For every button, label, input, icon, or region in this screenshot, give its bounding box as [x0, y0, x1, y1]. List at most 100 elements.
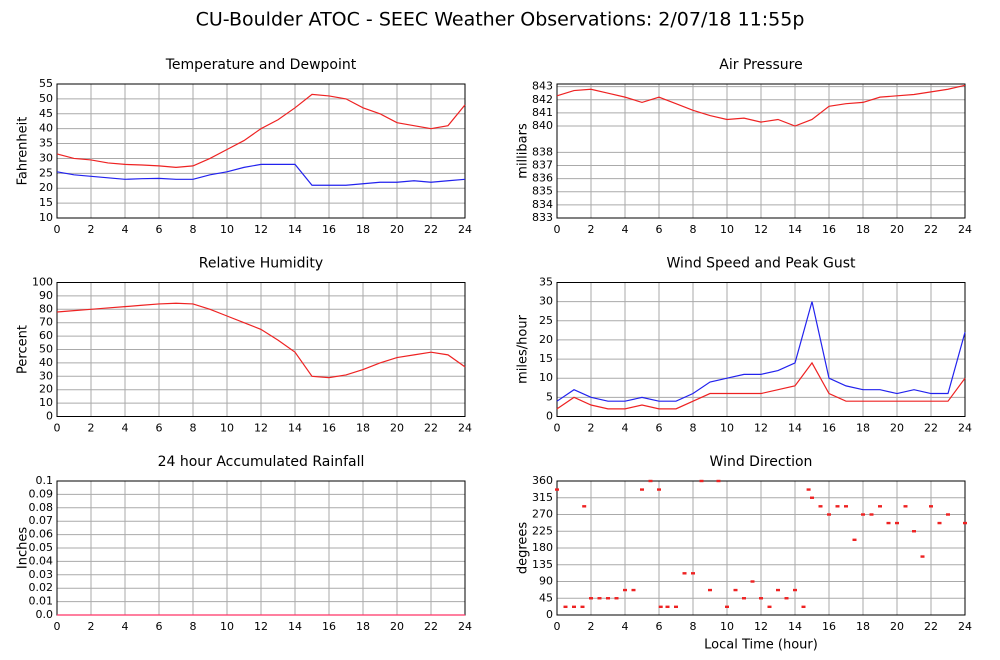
y-axis-label: Percent — [16, 325, 31, 374]
data-point — [623, 588, 627, 592]
data-point — [827, 513, 831, 516]
data-point — [725, 605, 729, 609]
x-tick-label: 0 — [554, 620, 561, 633]
y-tick-label: 315 — [532, 491, 553, 504]
x-tick-label: 2 — [588, 620, 595, 633]
data-point — [716, 479, 721, 483]
x-tick-label: 18 — [356, 620, 370, 633]
data-point — [929, 505, 933, 508]
y-tick-label: 833 — [532, 211, 553, 224]
x-tick-label: 22 — [924, 223, 938, 236]
y-tick-label: 840 — [532, 119, 553, 132]
x-tick-label: 20 — [890, 620, 904, 633]
x-tick-label: 0 — [54, 223, 61, 236]
x-tick-label: 22 — [424, 620, 438, 633]
x-tick-label: 18 — [356, 422, 370, 435]
y-tick-label: 15 — [539, 352, 553, 365]
x-tick-label: 16 — [322, 620, 336, 633]
x-tick-label: 8 — [190, 422, 197, 435]
x-tick-label: 12 — [254, 620, 268, 633]
x-tick-label: 24 — [458, 620, 472, 633]
x-tick-label: 22 — [924, 620, 938, 633]
data-line — [556, 301, 966, 402]
data-point — [572, 605, 576, 609]
data-point — [784, 597, 789, 600]
data-point — [682, 572, 687, 575]
y-tick-label: 90 — [39, 289, 53, 302]
y-tick-label: 834 — [532, 198, 553, 211]
y-tick-label: 0.03 — [29, 568, 54, 581]
x-tick-label: 10 — [720, 223, 734, 236]
data-point — [852, 538, 857, 542]
y-tick-label: 20 — [39, 181, 53, 194]
y-tick-label: 25 — [39, 166, 53, 179]
y-tick-label: 0.02 — [29, 581, 54, 594]
x-tick-label: 4 — [622, 223, 629, 236]
data-point — [631, 588, 636, 592]
x-tick-label: 24 — [958, 422, 972, 435]
x-tick-label: 16 — [822, 620, 836, 633]
y-tick-label: 40 — [39, 122, 53, 135]
y-axis-label: degrees — [516, 522, 531, 575]
x-tick-label: 10 — [720, 620, 734, 633]
x-tick-label: 6 — [156, 422, 163, 435]
x-tick-label: 8 — [690, 422, 697, 435]
data-point — [844, 505, 848, 508]
y-tick-label: 30 — [39, 369, 53, 382]
x-tick-label: 10 — [720, 422, 734, 435]
y-tick-label: 100 — [32, 276, 53, 289]
y-tick-label: 0.07 — [29, 514, 54, 527]
data-point — [733, 588, 738, 592]
y-tick-label: 25 — [539, 314, 553, 327]
data-point — [699, 479, 704, 483]
y-tick-label: 80 — [39, 302, 53, 315]
data-point — [742, 597, 746, 600]
y-tick-label: 0 — [46, 410, 53, 423]
y-tick-label: 60 — [39, 329, 53, 342]
data-point — [665, 605, 670, 609]
y-tick-label: 55 — [39, 77, 53, 90]
y-tick-label: 70 — [39, 316, 53, 329]
y-tick-label: 225 — [532, 524, 553, 537]
x-tick-label: 16 — [822, 422, 836, 435]
x-tick-label: 6 — [656, 422, 663, 435]
y-tick-label: 20 — [39, 383, 53, 396]
y-axis-label: millibars — [516, 123, 531, 179]
data-point — [555, 488, 559, 491]
data-point — [759, 597, 763, 600]
data-point — [963, 521, 967, 525]
plot-border — [556, 83, 966, 219]
plot-border — [556, 480, 966, 616]
x-tick-label: 14 — [788, 620, 802, 633]
x-tick-label: 8 — [190, 620, 197, 633]
data-point — [810, 496, 814, 499]
data-line — [56, 163, 466, 186]
y-tick-label: 10 — [39, 211, 53, 224]
data-point — [767, 605, 772, 609]
x-tick-label: 22 — [424, 223, 438, 236]
x-tick-label: 20 — [390, 620, 404, 633]
chart-title: Wind Direction — [710, 454, 813, 470]
x-tick-label: 18 — [356, 223, 370, 236]
y-axis-label: Fahrenheit — [16, 117, 31, 186]
data-line — [556, 361, 966, 410]
x-tick-label: 12 — [254, 223, 268, 236]
y-tick-label: 835 — [532, 185, 553, 198]
y-tick-label: 180 — [532, 541, 553, 554]
x-tick-label: 6 — [156, 620, 163, 633]
data-point — [563, 605, 568, 609]
data-point — [597, 597, 602, 600]
x-tick-label: 12 — [254, 422, 268, 435]
y-tick-label: 45 — [539, 591, 553, 604]
y-tick-label: 0.05 — [29, 541, 54, 554]
y-axis-label: miles/hour — [516, 314, 531, 383]
x-tick-label: 0 — [554, 223, 561, 236]
x-tick-label: 12 — [754, 620, 768, 633]
x-tick-label: 20 — [890, 223, 904, 236]
y-tick-label: 837 — [532, 158, 553, 171]
y-tick-label: 0 — [546, 608, 553, 621]
y-tick-label: 0.06 — [29, 528, 54, 541]
y-tick-label: 836 — [532, 172, 553, 185]
x-tick-label: 20 — [390, 223, 404, 236]
y-tick-label: 843 — [532, 80, 553, 93]
